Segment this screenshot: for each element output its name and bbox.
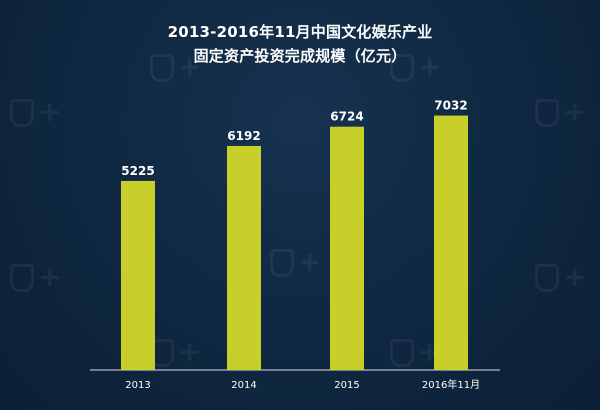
chart-title-line-1: 2013-2016年11月中国文化娱乐产业 xyxy=(167,23,433,41)
data-label-2014: 6192 xyxy=(227,129,260,143)
data-label-2016年11月: 7032 xyxy=(434,99,467,113)
x-tick-label-2013: 2013 xyxy=(125,380,150,391)
data-label-2013: 5225 xyxy=(121,164,154,178)
x-tick-label-2016年11月: 2016年11月 xyxy=(422,378,480,391)
x-tick-label-2015: 2015 xyxy=(334,380,359,391)
data-label-2015: 6724 xyxy=(330,110,363,124)
bar-2015 xyxy=(330,126,364,371)
bar-2013 xyxy=(121,180,155,370)
x-tick-label-2014: 2014 xyxy=(231,380,256,391)
bar-2014 xyxy=(227,145,261,370)
chart-title-line-2: 固定资产投资完成规模（亿元） xyxy=(193,47,407,65)
bar-2016年11月 xyxy=(434,115,468,370)
chart-title: 2013-2016年11月中国文化娱乐产业 固定资产投资完成规模（亿元） xyxy=(0,20,600,68)
